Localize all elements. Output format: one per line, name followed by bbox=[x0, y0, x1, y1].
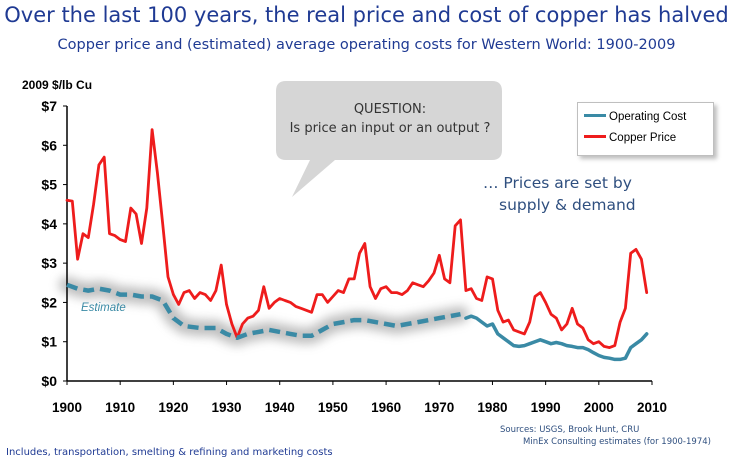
x-tick-label: 1970 bbox=[424, 400, 454, 415]
x-tick-label: 1980 bbox=[477, 400, 507, 415]
question-callout-bubble bbox=[276, 81, 502, 197]
y-tick-label: $2 bbox=[41, 294, 57, 310]
x-tick-label: 1940 bbox=[265, 400, 295, 415]
sources: Sources: USGS, Brook Hunt, CRU MinEx Con… bbox=[500, 424, 711, 448]
series-line-operating-cost bbox=[464, 314, 649, 362]
legend-swatch-cost bbox=[584, 114, 606, 118]
y-tick-label: $7 bbox=[41, 98, 57, 114]
x-tick-label: 1950 bbox=[318, 400, 348, 415]
legend: Operating Cost Copper Price bbox=[577, 102, 714, 156]
sources-line-2: MinEx Consulting estimates (for 1900-197… bbox=[523, 437, 711, 447]
y-tick-label: $0 bbox=[41, 373, 57, 389]
x-tick-label: 1910 bbox=[105, 400, 135, 415]
footnote: Includes, transportation, smelting & ref… bbox=[6, 447, 333, 458]
chart-title: Over the last 100 years, the real price … bbox=[4, 3, 729, 27]
y-tick-label: $1 bbox=[41, 334, 57, 350]
x-tick-label: 1960 bbox=[371, 400, 401, 415]
legend-swatch-price bbox=[584, 135, 606, 139]
note-line-1: … Prices are set by bbox=[483, 174, 632, 192]
estimate-shadow bbox=[59, 276, 469, 346]
y-axis-label: 2009 $/lb Cu bbox=[22, 78, 92, 92]
y-tick-label: $6 bbox=[41, 137, 57, 153]
question-body: Is price an input or an output ? bbox=[289, 121, 491, 136]
estimate-label: Estimate bbox=[81, 302, 126, 314]
legend-item-operating-cost: Operating Cost bbox=[584, 111, 686, 123]
legend-item-copper-price: Copper Price bbox=[584, 132, 676, 144]
question-label: QUESTION: bbox=[353, 102, 427, 117]
x-tick-label: 1930 bbox=[212, 400, 242, 415]
y-tick-label: $4 bbox=[41, 216, 57, 232]
x-tick-label: 2010 bbox=[637, 400, 667, 415]
x-tick-label: 1990 bbox=[531, 400, 561, 415]
supply-demand-note: … Prices are set by supply & demand bbox=[483, 172, 636, 216]
note-line-2: supply & demand bbox=[499, 196, 636, 214]
question-callout-text: QUESTION: Is price an input or an output… bbox=[280, 100, 500, 138]
x-tick-label: 1900 bbox=[52, 400, 82, 415]
chart-subtitle: Copper price and (estimated) average ope… bbox=[57, 37, 676, 53]
y-tick-label: $5 bbox=[41, 177, 57, 193]
sources-line-1: Sources: USGS, Brook Hunt, CRU bbox=[500, 425, 640, 435]
y-tick-label: $3 bbox=[41, 255, 57, 271]
legend-label-cost: Operating Cost bbox=[609, 111, 687, 123]
x-tick-label: 2000 bbox=[584, 400, 614, 415]
x-tick-label: 1920 bbox=[158, 400, 188, 415]
legend-label-price: Copper Price bbox=[609, 132, 677, 144]
series-line-copper-price bbox=[65, 128, 649, 350]
